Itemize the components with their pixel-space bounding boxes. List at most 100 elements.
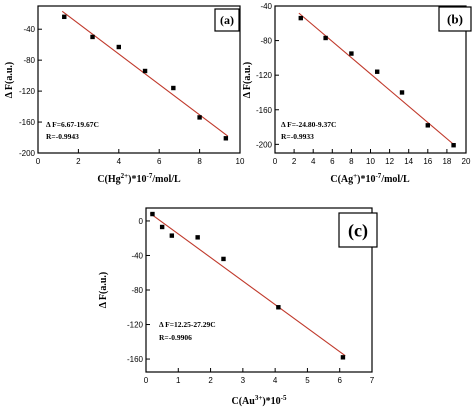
x-tick-label: 0 xyxy=(144,376,149,385)
x-tick-label: 6 xyxy=(157,157,162,166)
y-tick-label: -120 xyxy=(256,71,273,80)
x-tick-label: 2 xyxy=(208,376,213,385)
data-point xyxy=(197,115,202,120)
x-axis-label-exponent: -5 xyxy=(281,394,287,402)
plot-frame xyxy=(37,5,241,154)
x-axis-label: C(Hg2+)*10-7/mol/L xyxy=(97,172,181,185)
y-tick-label: -40 xyxy=(260,2,272,11)
x-axis-label-main: C(Au xyxy=(231,396,255,407)
x-axis-label-mid: )*10 xyxy=(128,174,146,185)
x-axis-label-main: C(Ag xyxy=(330,174,353,185)
fit-line xyxy=(61,10,229,137)
x-axis-label-exponent: -7 xyxy=(147,172,153,180)
x-tick-label: 3 xyxy=(241,376,246,385)
panel-label: (b) xyxy=(447,12,463,27)
data-point xyxy=(340,355,346,360)
x-axis-label: C(Au3+)*10-5 xyxy=(231,394,287,407)
y-axis-label: Δ F(a.u.) xyxy=(242,62,253,99)
y-axis-label: Δ F(a.u.) xyxy=(98,272,109,309)
x-tick-label: 8 xyxy=(349,157,354,166)
x-tick-label: 5 xyxy=(305,376,310,385)
y-tick-label: -40 xyxy=(23,25,35,34)
data-point xyxy=(116,44,121,50)
x-axis-label-unit: /mol/L xyxy=(380,174,410,185)
data-point xyxy=(276,305,281,310)
data-point xyxy=(451,143,456,148)
x-axis-label-unit: /mol/L xyxy=(151,174,181,185)
data-point xyxy=(142,68,148,74)
x-tick-label: 0 xyxy=(36,157,41,166)
fit-equation: Δ F=6.67-19.67C xyxy=(46,120,99,129)
x-axis-label-mid: )*10 xyxy=(262,396,280,407)
x-axis-label-superscript: 3+ xyxy=(255,394,263,402)
x-tick-label: 4 xyxy=(117,157,122,166)
data-point xyxy=(223,136,229,141)
plot-frame xyxy=(145,207,373,373)
y-tick-label: -80 xyxy=(260,37,272,46)
x-tick-label: 20 xyxy=(462,157,471,166)
x-tick-label: 0 xyxy=(273,157,278,166)
data-point xyxy=(425,123,430,128)
chart-panel-a: 0 2 4 6 8 10 -200 -160 -120 -80 -40 Δ F=6.67-19.67C… xyxy=(4,5,245,185)
x-tick-label: 6 xyxy=(330,157,335,166)
chart-panel-c: 0 1 2 3 4 5 6 7 -160 -120 -80 -40 0 Δ F=12.25-27.29C R… xyxy=(98,207,378,407)
x-tick-label: 16 xyxy=(423,157,432,166)
y-tick-label: -200 xyxy=(256,140,273,149)
x-axis-label-mid: )*10 xyxy=(357,174,375,185)
y-tick-label: -160 xyxy=(19,118,36,127)
y-tick-label: -120 xyxy=(19,87,36,96)
x-tick-label: 4 xyxy=(311,157,316,166)
correlation-coefficient: R=-0.9933 xyxy=(281,132,314,141)
panel-label: (a) xyxy=(220,13,234,27)
data-point xyxy=(90,34,95,40)
fit-line xyxy=(149,212,346,357)
correlation-coefficient: R=-0.9906 xyxy=(159,333,192,342)
panel-label-box xyxy=(214,8,240,32)
data-point xyxy=(171,85,176,91)
y-axis-label: Δ F(a.u.) xyxy=(4,62,15,99)
data-point xyxy=(323,35,328,41)
y-tick-label: -160 xyxy=(127,355,144,364)
data-point xyxy=(374,69,380,74)
x-tick-label: 7 xyxy=(370,376,375,385)
y-tick-label: -160 xyxy=(256,106,273,115)
y-tick-label: -80 xyxy=(23,56,35,65)
x-tick-label: 2 xyxy=(292,157,297,166)
x-tick-label: 12 xyxy=(385,157,394,166)
data-point xyxy=(399,90,405,95)
fit-equation: Δ F=-24.80-9.37C xyxy=(281,120,336,129)
x-tick-label: 1 xyxy=(176,376,181,385)
correlation-coefficient: R=-0.9943 xyxy=(46,132,79,141)
x-axis-label-superscript: + xyxy=(353,172,357,180)
x-axis-label-exponent: -7 xyxy=(375,172,381,180)
x-axis-label-superscript: 2+ xyxy=(121,172,129,180)
panel-label-box xyxy=(438,6,472,32)
x-tick-label: 8 xyxy=(197,157,202,166)
data-point xyxy=(150,211,155,217)
x-axis-label: C(Ag+)*10-7/mol/L xyxy=(330,172,410,185)
data-point xyxy=(62,14,67,20)
data-point xyxy=(195,235,200,240)
x-tick-label: 14 xyxy=(404,157,413,166)
data-point xyxy=(169,233,175,238)
data-point xyxy=(298,15,303,21)
y-tick-label: -200 xyxy=(19,149,36,158)
fit-equation: Δ F=12.25-27.29C xyxy=(159,320,216,329)
x-axis-label-main: C(Hg xyxy=(97,174,120,185)
y-tick-label: 0 xyxy=(139,217,144,226)
y-tick-label: -80 xyxy=(131,286,143,295)
data-point xyxy=(159,224,165,230)
data-point xyxy=(349,51,354,56)
data-point xyxy=(221,256,226,262)
panel-label: (c) xyxy=(348,220,368,241)
panel-label-box xyxy=(338,212,378,248)
x-tick-label: 10 xyxy=(366,157,375,166)
x-tick-label: 4 xyxy=(273,376,278,385)
x-tick-label: 18 xyxy=(442,157,451,166)
chart-panel-b: 0 2 4 6 8 10 12 14 16 18 20 -200 -160 -120 -80 -40 Δ F=-… xyxy=(242,2,472,185)
y-tick-label: -120 xyxy=(127,321,144,330)
x-tick-label: 10 xyxy=(236,157,245,166)
y-tick-label: -40 xyxy=(131,251,143,260)
x-tick-label: 2 xyxy=(76,157,81,166)
